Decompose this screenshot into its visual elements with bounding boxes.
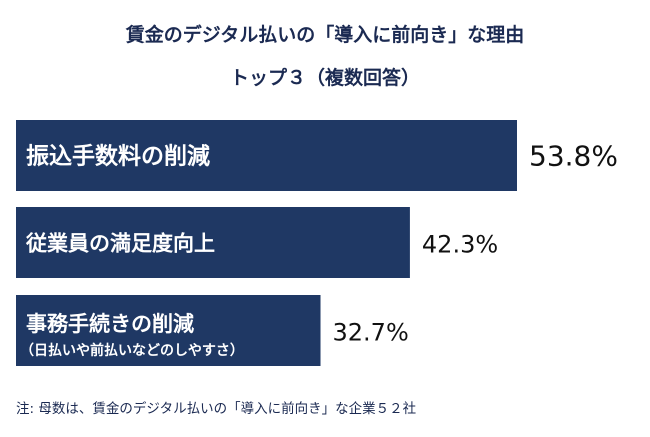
bar-2: [16, 207, 410, 278]
chart-subtitle: トップ３（複数回答）: [229, 67, 420, 89]
bar-1: [16, 120, 517, 191]
value-label-3: 32.7%: [333, 319, 409, 347]
footnote: 注: 母数は、賃金のデジタル払いの「導入に前向き」な企業５２社: [16, 401, 417, 417]
category-label-2: 従業員の満足度向上: [25, 232, 215, 256]
category-label-1: 振込手数料の削減: [26, 143, 210, 170]
value-label-2: 42.3%: [422, 231, 498, 259]
category-label-3: 事務手続きの削減: [26, 312, 194, 336]
category-sublabel-3: （日払いや前払いなどのしやすさ）: [20, 342, 244, 359]
chart-title: 賃金のデジタル払いの「導入に前向き」な理由: [125, 24, 525, 46]
value-label-1: 53.8%: [529, 140, 618, 173]
bar-3: [16, 295, 321, 366]
